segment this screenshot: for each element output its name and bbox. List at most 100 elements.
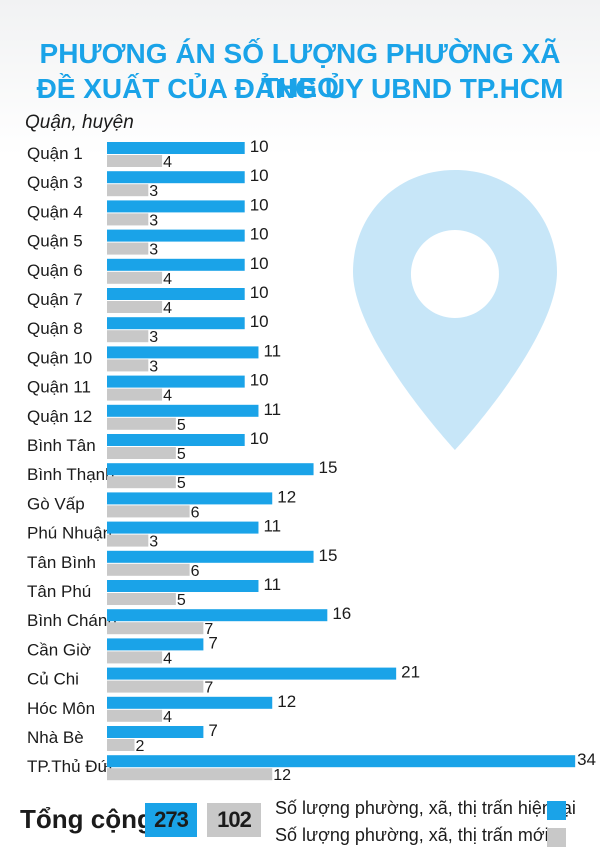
data-label-new: 4	[163, 388, 172, 405]
data-label-new: 5	[177, 417, 186, 434]
category-label: TP.Thủ Đức	[27, 757, 118, 776]
bar-current	[107, 638, 204, 651]
category-label: Cần Giờ	[27, 640, 91, 659]
bar-current	[107, 755, 576, 768]
bar-current	[107, 550, 314, 563]
y-axis-label: Quận, huyện	[25, 112, 134, 133]
bar-new	[107, 242, 149, 255]
data-label-current: 7	[208, 633, 217, 652]
bar-new	[107, 505, 190, 518]
category-label: Quận 11	[27, 378, 91, 397]
category-label: Quận 8	[27, 319, 83, 338]
category-label: Quận 7	[27, 290, 83, 309]
map-pin-icon	[353, 170, 557, 450]
category-label: Quận 4	[27, 202, 83, 221]
bar-current	[107, 258, 245, 271]
data-label-new: 4	[163, 650, 172, 667]
category-label: Tân Phú	[27, 582, 91, 601]
data-label-new: 3	[149, 358, 158, 375]
legend-current-swatch	[547, 801, 566, 820]
data-label-current: 10	[250, 283, 269, 302]
bar-current	[107, 696, 273, 709]
bar-new	[107, 680, 204, 693]
legend-new-swatch	[547, 828, 566, 847]
bar-current	[107, 200, 245, 213]
bar-new	[107, 388, 163, 401]
data-label-current: 10	[250, 225, 269, 244]
data-label-current: 12	[277, 487, 296, 506]
chart-title-line1: PHƯƠNG ÁN SỐ LƯỢNG PHƯỜNG XÃ THEO	[39, 38, 561, 103]
bar-current	[107, 404, 259, 417]
bar-new	[107, 359, 149, 372]
bar-new	[107, 768, 273, 781]
category-label: Quận 5	[27, 232, 83, 251]
data-label-current: 10	[250, 195, 269, 214]
data-label-new: 4	[163, 154, 172, 171]
bar-current	[107, 667, 397, 680]
data-label-new: 4	[163, 271, 172, 288]
bar-new	[107, 301, 163, 313]
bar-new	[107, 622, 204, 635]
category-label: Quận 12	[27, 407, 92, 426]
bar-current	[107, 346, 259, 359]
data-label-new: 5	[177, 446, 186, 463]
data-label-new: 4	[163, 709, 172, 726]
data-label-new: 3	[149, 212, 158, 229]
legend-current-label: Số lượng phường, xã, thị trấn hiện tại	[275, 798, 576, 818]
bar-new	[107, 447, 176, 459]
data-label-current: 11	[263, 575, 281, 594]
total-label: Tổng cộng:	[20, 804, 162, 834]
data-label-current: 10	[250, 371, 269, 390]
data-label-current: 15	[319, 458, 338, 477]
bar-current	[107, 229, 245, 242]
data-label-new: 7	[204, 621, 213, 638]
bar-new	[107, 593, 176, 605]
bar-new	[107, 417, 176, 430]
category-label: Hóc Môn	[27, 699, 95, 718]
category-label: Tân Bình	[27, 553, 96, 572]
category-label: Gò Vấp	[27, 494, 85, 513]
data-label-new: 2	[136, 738, 145, 755]
bar-new	[107, 476, 176, 489]
category-label: Củ Chi	[27, 670, 79, 689]
bar-current	[107, 580, 259, 592]
category-label: Bình Chánh	[27, 611, 117, 630]
data-label-new: 5	[177, 592, 186, 609]
bar-current	[107, 142, 245, 154]
bar-current	[107, 171, 245, 184]
bar-new	[107, 709, 163, 722]
data-label-new: 6	[191, 563, 200, 580]
bar-current	[107, 726, 204, 738]
data-label-new: 3	[149, 534, 158, 551]
data-label-new: 4	[163, 300, 172, 317]
data-label-current: 10	[250, 312, 269, 331]
data-label-current: 10	[250, 429, 269, 448]
bar-new	[107, 271, 163, 284]
chart-title-line2: ĐỀ XUẤT CỦA ĐẢNG ỦY UBND TP.HCM	[36, 73, 564, 104]
data-label-current: 10	[250, 166, 269, 185]
data-label-current: 16	[332, 604, 351, 623]
data-label-current: 15	[319, 546, 338, 565]
category-label: Nhà Bè	[27, 728, 84, 747]
data-label-current: 11	[263, 400, 281, 419]
bar-chart: Quận 1 10 4 Quận 3 10 3 Quận 4 10 3 Quận 5 10 3 Quận…	[27, 137, 596, 784]
category-label: Quận 10	[27, 348, 92, 367]
data-label-new: 3	[149, 183, 158, 200]
bar-current	[107, 288, 245, 300]
bar-new	[107, 563, 190, 576]
category-label: Phú Nhuận	[27, 524, 112, 543]
data-label-new: 5	[177, 475, 186, 492]
data-label-current: 10	[250, 254, 269, 273]
bar-new	[107, 534, 149, 547]
data-label-new: 3	[149, 242, 158, 259]
bar-new	[107, 213, 149, 226]
bar-current	[107, 434, 245, 446]
bar-current	[107, 521, 259, 534]
bar-current	[107, 317, 245, 330]
category-label: Quận 3	[27, 173, 83, 192]
bar-new	[107, 739, 135, 751]
category-label: Bình Tân	[27, 436, 96, 455]
bar-new	[107, 184, 149, 197]
data-label-current: 7	[208, 721, 217, 740]
data-label-new: 3	[149, 329, 158, 346]
